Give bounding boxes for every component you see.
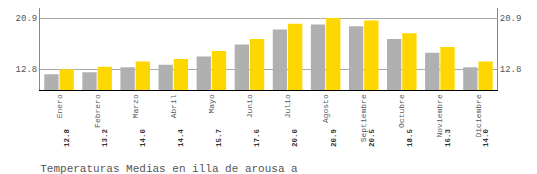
svg-text:Mayo: Mayo	[207, 94, 216, 113]
svg-text:16.3: 16.3	[444, 129, 452, 147]
svg-text:Junio: Junio	[245, 94, 254, 118]
svg-text:Temperaturas Medias en illa de: Temperaturas Medias en illa de arousa a	[40, 163, 298, 174]
svg-text:12.8: 12.8	[500, 65, 522, 75]
svg-text:20.0: 20.0	[291, 129, 299, 147]
svg-text:Enero: Enero	[55, 94, 64, 118]
svg-text:Julio: Julio	[283, 94, 292, 118]
svg-text:Septiembre: Septiembre	[359, 94, 368, 142]
svg-text:20.9: 20.9	[16, 14, 38, 24]
svg-text:18.5: 18.5	[406, 129, 414, 147]
svg-text:20.5: 20.5	[368, 129, 376, 147]
svg-text:Febrero: Febrero	[93, 94, 102, 128]
svg-text:Noviembre: Noviembre	[435, 94, 444, 137]
svg-text:Octubre: Octubre	[397, 94, 406, 128]
svg-text:Agosto: Agosto	[321, 94, 330, 123]
svg-text:13.2: 13.2	[101, 129, 109, 147]
svg-text:20.9: 20.9	[500, 14, 522, 24]
svg-text:15.7: 15.7	[215, 129, 223, 147]
svg-text:17.6: 17.6	[253, 129, 261, 147]
svg-text:20.9: 20.9	[330, 129, 338, 147]
svg-text:14.4: 14.4	[177, 129, 185, 147]
svg-text:12.8: 12.8	[63, 129, 71, 147]
svg-text:Abril: Abril	[169, 94, 178, 118]
svg-text:14.0: 14.0	[139, 129, 147, 147]
svg-text:Marzo: Marzo	[131, 94, 140, 118]
svg-text:14.0: 14.0	[482, 129, 490, 147]
svg-text:12.8: 12.8	[16, 65, 38, 75]
svg-text:Diciembre: Diciembre	[474, 94, 483, 137]
